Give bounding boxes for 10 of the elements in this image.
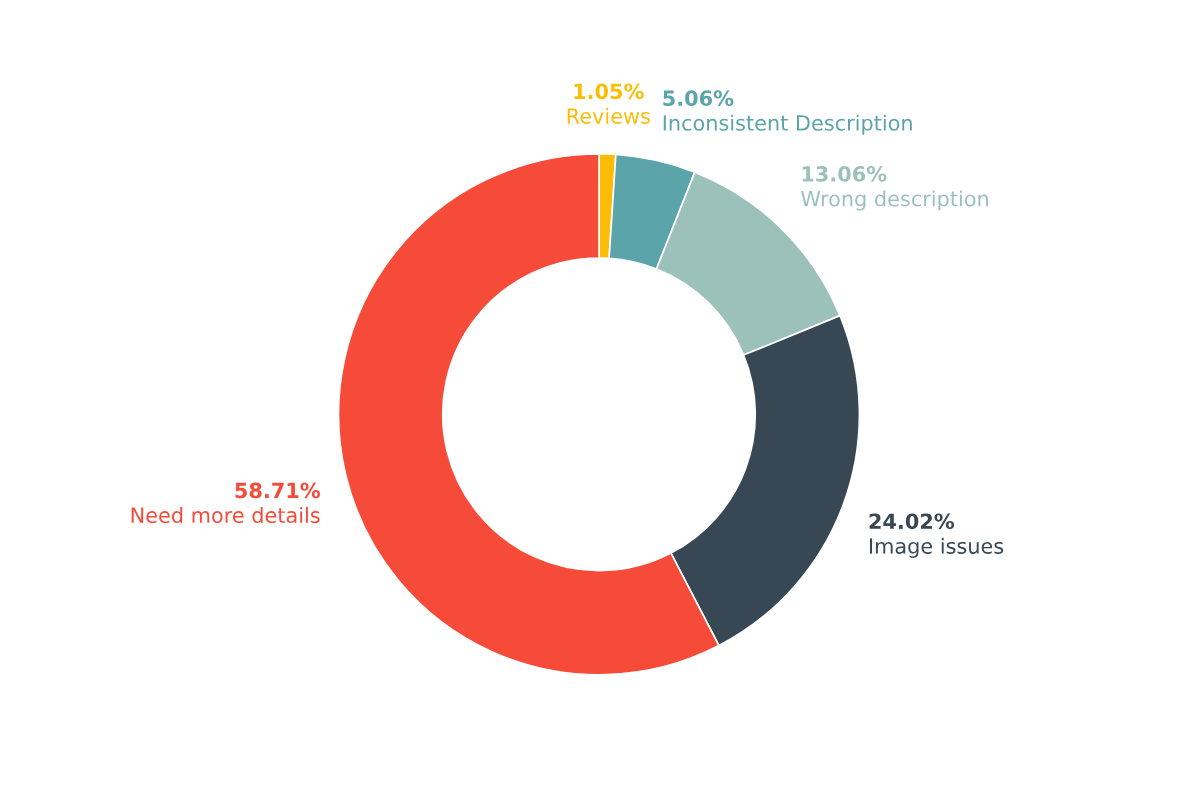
data-label: 24.02% xyxy=(869,513,955,530)
data-label: 13.06% xyxy=(802,166,887,182)
slice-label: Image issues xyxy=(869,537,1004,558)
slice-label: Wrong description xyxy=(801,190,988,211)
data-label: 5.06% xyxy=(663,90,734,107)
slice-label: Inconsistent Description xyxy=(663,114,912,135)
slice-label: Need more details xyxy=(131,506,320,524)
slice-label: Reviews xyxy=(567,107,650,124)
data-label: 58.71% xyxy=(235,482,321,499)
data-label: 1.05% xyxy=(574,83,644,100)
